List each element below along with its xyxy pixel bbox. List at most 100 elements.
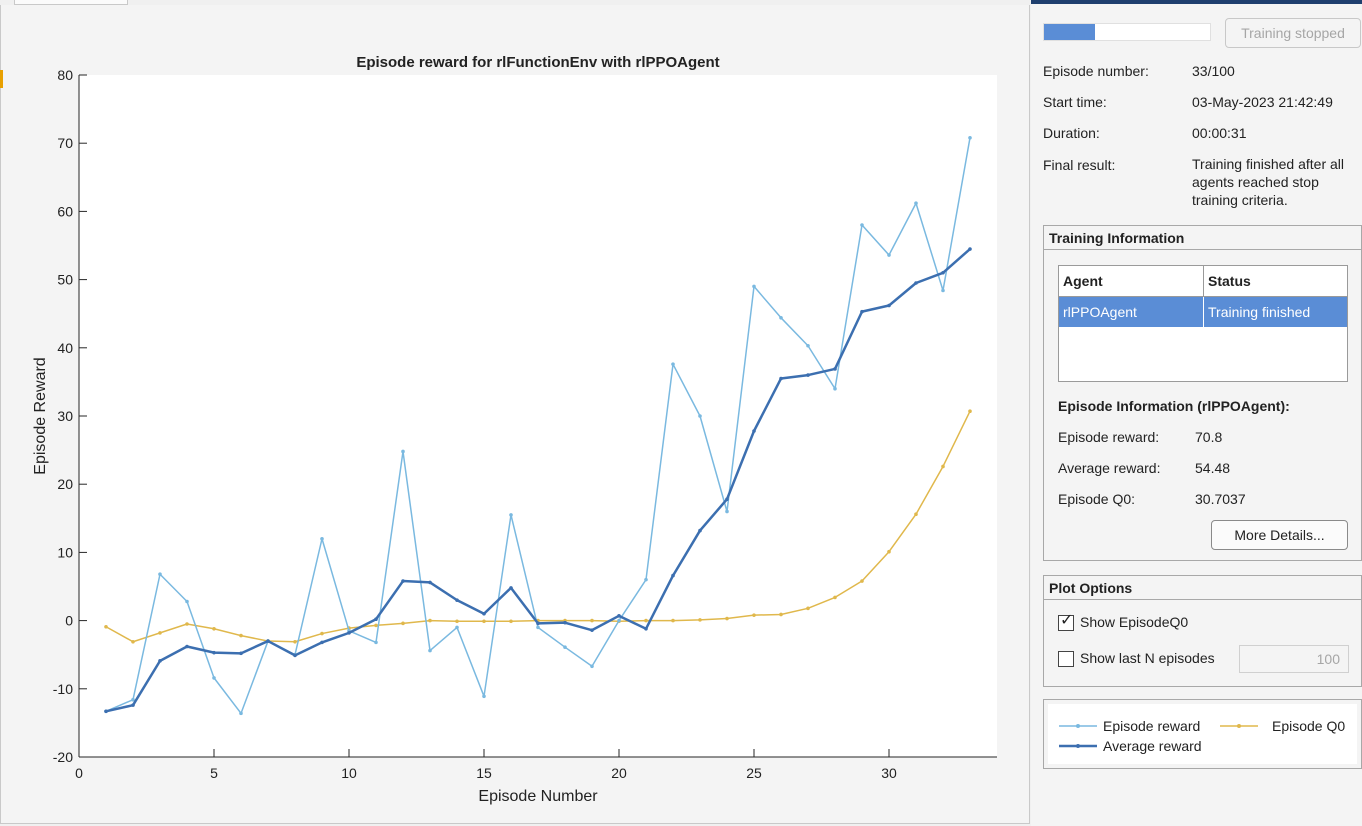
data-point-average-reward [212,650,216,655]
checkmark-icon: ✓ [1060,612,1074,629]
data-point-episode-reward [887,253,891,257]
tab-training-progress[interactable] [14,0,128,5]
data-point-episode-reward [428,648,432,653]
show-episode-q0-label[interactable]: Show EpisodeQ0 [1080,614,1189,630]
data-point-average-reward [671,573,675,578]
last-n-episodes-input[interactable]: 100 [1239,645,1349,673]
data-point-episode-q0 [455,619,459,624]
data-point-episode-q0 [590,618,594,623]
plot-options-title: Plot Options [1044,576,1361,600]
y-tick-label: 30 [57,408,73,424]
agent-status-table[interactable]: Agent Status rlPPOAgent Training finishe… [1058,265,1348,382]
data-point-episode-reward [509,513,513,517]
x-axis-label: Episode Number [478,788,598,805]
data-point-episode-reward [671,362,675,366]
data-point-average-reward [752,429,756,433]
episode-q0-value: 30.7037 [1195,491,1246,507]
training-information-group: Training Information Agent Status rlPPOA… [1043,225,1362,561]
show-last-n-episodes-label[interactable]: Show last N episodes [1080,650,1215,666]
data-point-episode-reward [185,599,189,604]
data-point-average-reward [617,614,621,618]
data-point-average-reward [590,628,594,632]
more-details-button[interactable]: More Details... [1211,520,1348,550]
data-point-average-reward [239,651,243,656]
cell-status: Training finished [1208,304,1311,320]
episode-information-title: Episode Information (rlPPOAgent): [1058,398,1290,414]
data-point-episode-q0 [104,624,108,629]
data-point-episode-reward [941,288,945,293]
data-point-episode-reward [725,509,729,514]
y-tick-label: 50 [57,272,73,288]
data-point-episode-reward [968,135,972,140]
data-point-episode-q0 [941,464,945,469]
data-point-average-reward [833,367,837,371]
x-tick-label: 20 [611,765,627,781]
data-point-average-reward [347,631,351,635]
tab-strip [0,0,1030,5]
data-point-episode-q0 [833,595,837,600]
column-header-status[interactable]: Status [1204,266,1347,297]
show-last-n-episodes-checkbox[interactable] [1058,651,1074,667]
data-point-episode-reward [806,343,810,348]
data-point-episode-reward [590,664,594,669]
data-point-average-reward [887,303,891,308]
data-point-episode-q0 [212,626,216,631]
legend-average-reward-marker [1076,744,1080,748]
data-point-average-reward [725,497,729,502]
data-point-episode-reward [239,711,243,716]
data-point-episode-reward [752,284,756,289]
y-tick-label: 20 [57,476,73,492]
chart-legend: Episode reward Episode Q0 Average reward [1048,704,1357,764]
data-point-episode-reward [644,577,648,582]
legend-average-reward-label: Average reward [1103,738,1202,754]
data-point-episode-q0 [968,409,972,414]
column-header-agent[interactable]: Agent [1059,266,1204,297]
data-point-episode-reward [698,414,702,418]
y-tick-label: 70 [57,135,73,151]
y-tick-label: -10 [53,681,73,697]
window-edge-marker [0,70,3,88]
data-point-episode-q0 [860,579,864,583]
data-point-average-reward [266,639,270,643]
start-time-value: 03-May-2023 21:42:49 [1192,94,1333,110]
stop-training-button[interactable]: Training stopped [1225,18,1361,48]
final-result-label: Final result: [1043,157,1116,173]
data-point-episode-q0 [698,618,702,622]
data-point-episode-reward [617,618,621,623]
episode-reward-label: Episode reward: [1058,429,1160,445]
plot-options-group: Plot Options ✓ Show EpisodeQ0 Show last … [1043,575,1362,687]
training-status-panel: Training stopped Episode number: 33/100 … [1031,0,1362,826]
data-point-episode-q0 [644,618,648,623]
data-point-episode-q0 [374,623,378,628]
data-point-episode-reward [482,694,486,699]
episode-number-value: 33/100 [1192,63,1235,79]
data-point-average-reward [185,644,189,649]
chart-title: Episode reward for rlFunctionEnv with rl… [356,54,719,71]
data-point-average-reward [131,703,135,707]
data-point-average-reward [860,309,864,314]
duration-label: Duration: [1043,125,1100,141]
training-information-title: Training Information [1044,226,1361,250]
table-row[interactable]: rlPPOAgent Training finished [1059,297,1347,327]
data-point-episode-q0 [509,619,513,624]
data-point-average-reward [104,709,108,714]
data-point-average-reward [806,373,810,377]
data-point-episode-q0 [428,618,432,623]
data-point-episode-reward [860,223,864,227]
data-point-episode-q0 [752,613,756,617]
training-plot-panel: 0 5 10 15 20 25 30 -20 -10 0 10 20 30 40 50 60 70 80 Episo… [0,4,1030,824]
legend-episode-q0-marker [1237,724,1241,728]
data-point-episode-q0 [725,616,729,621]
panel-accent-bar [1031,0,1362,4]
data-point-average-reward [644,626,648,631]
duration-value: 00:00:31 [1192,125,1247,141]
data-point-average-reward [779,376,783,381]
average-reward-value: 54.48 [1195,460,1231,476]
x-tick-label: 10 [341,765,357,781]
data-point-episode-q0 [887,549,891,554]
data-point-average-reward [320,640,324,645]
data-point-episode-reward [455,625,459,630]
data-point-episode-reward [779,315,783,320]
data-point-episode-reward [563,645,567,649]
show-episode-q0-checkbox[interactable]: ✓ [1058,612,1074,631]
